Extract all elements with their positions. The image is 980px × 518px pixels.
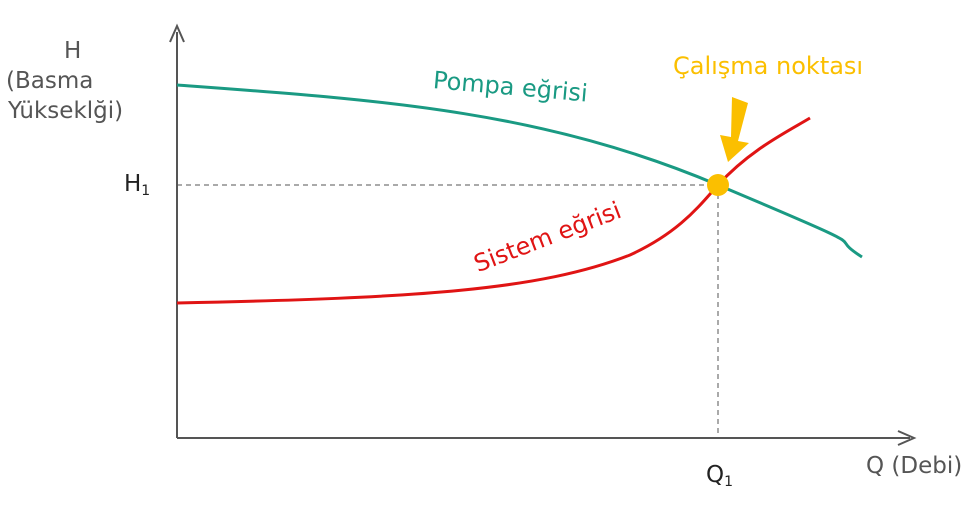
operating-point-marker xyxy=(707,174,729,196)
y-axis-arrow-icon xyxy=(169,23,185,43)
h1-tick-label: H1 xyxy=(124,171,150,199)
y-axis-label-line3: Yükseklği) xyxy=(8,98,124,124)
h1-tick-sub: 1 xyxy=(141,183,151,199)
h1-tick-main: H xyxy=(124,171,142,197)
q1-tick-label: Q1 xyxy=(706,462,733,490)
y-axis-label-line2: (Basma xyxy=(6,68,94,94)
y-axis-label-line1: H xyxy=(64,38,82,64)
system-curve xyxy=(176,116,811,305)
operating-point-arrow-icon xyxy=(720,97,749,162)
pump-curve xyxy=(176,83,863,259)
operating-point-label: Çalışma noktası xyxy=(673,52,864,80)
q1-tick-sub: 1 xyxy=(724,474,734,490)
x-axis-label: Q (Debi) xyxy=(866,453,963,479)
q1-tick-main: Q xyxy=(706,462,725,488)
x-axis-arrow-icon xyxy=(897,430,917,446)
